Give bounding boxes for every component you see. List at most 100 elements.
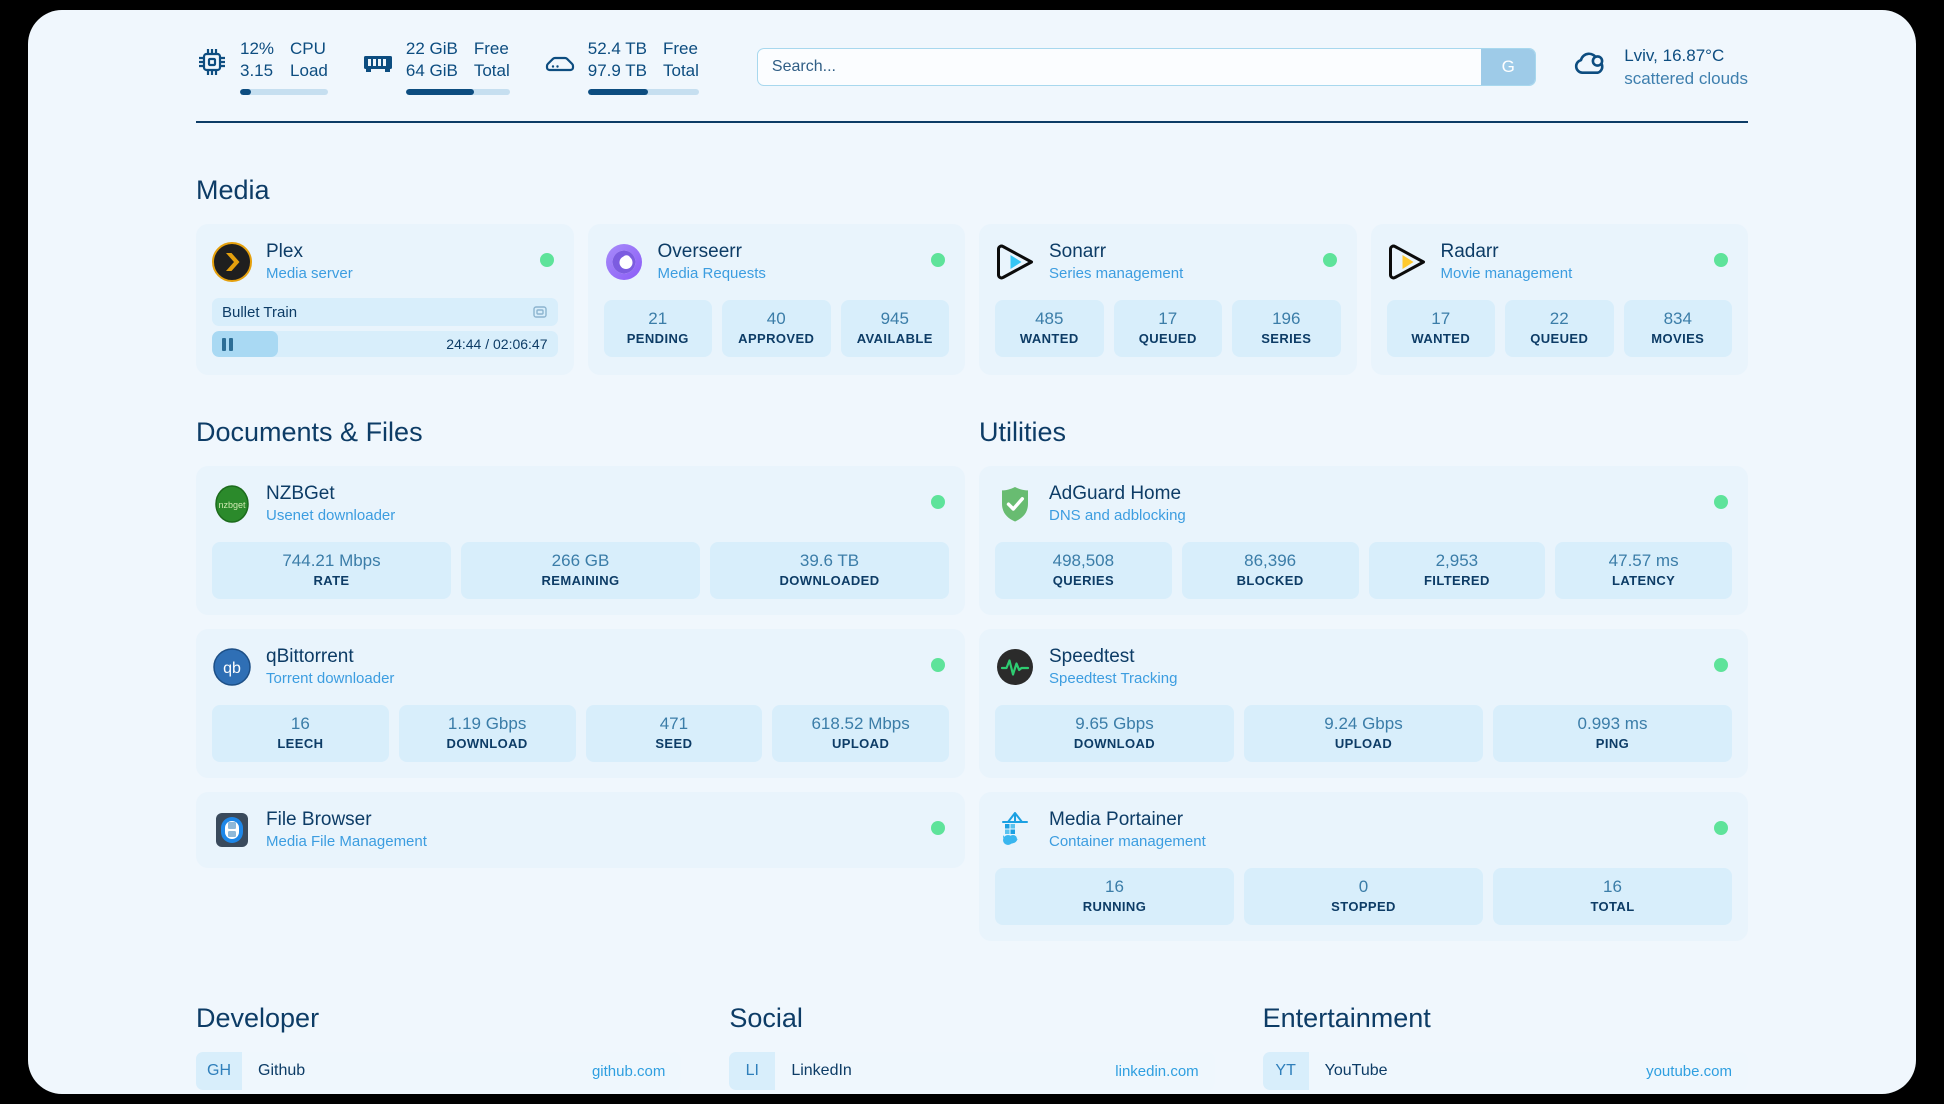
search-input[interactable]	[757, 48, 1482, 85]
stat-tile[interactable]: 16 TOTAL	[1493, 868, 1732, 925]
pause-icon[interactable]	[222, 337, 233, 351]
stat-value: 266 GB	[551, 551, 610, 570]
service-description: Speedtest Tracking	[1049, 670, 1178, 687]
stat-tile[interactable]: 0.993 ms PING	[1493, 705, 1732, 762]
utilities-card-stack: AdGuard Home DNS and adblocking 498,508 QUE…	[979, 466, 1748, 941]
stat-label: PENDING	[626, 331, 689, 346]
documents-card-stack: nzbget NZBGet Usenet downloader 744.21 Mbps…	[196, 466, 965, 868]
resource-label-primary: Free	[663, 39, 698, 58]
stat-value: 39.6 TB	[799, 551, 860, 570]
resource-label-secondary: Total	[663, 61, 699, 80]
stat-value: 9.24 Gbps	[1324, 714, 1403, 733]
bookmark-group-title: Developer	[196, 1003, 320, 1033]
stat-label: UPLOAD	[831, 736, 890, 751]
resource-value-secondary: 3.15	[240, 61, 274, 80]
stat-tile[interactable]: 16 LEECH	[212, 705, 389, 762]
service-name: qBittorrent	[266, 646, 354, 667]
stat-tile[interactable]: 9.24 Gbps UPLOAD	[1244, 705, 1483, 762]
stat-tile[interactable]: 485 WANTED	[995, 300, 1104, 357]
bookmark-link[interactable]: LI LinkedIn linkedin.com	[729, 1052, 1215, 1090]
stat-value: 17	[1158, 309, 1178, 328]
stat-tile[interactable]: 618.52 Mbps UPLOAD	[772, 705, 949, 762]
status-indicator-online	[1714, 253, 1728, 267]
media-player: Bullet Train 24:44 / 02:06:47	[212, 298, 558, 357]
stat-tile[interactable]: 16 RUNNING	[995, 868, 1234, 925]
service-card[interactable]: qb qBittorrent Torrent downloader 16 LEECH 1.…	[196, 629, 965, 778]
stat-label: LATENCY	[1612, 573, 1676, 588]
resource-label-primary: CPU	[290, 39, 326, 58]
stat-tile[interactable]: 196 SERIES	[1232, 300, 1341, 357]
sonarr-logo-icon	[995, 242, 1035, 282]
stat-tile[interactable]: 17 WANTED	[1386, 300, 1495, 357]
header-bar: 12% 3.15 CPU Load 22 GiB 64 GiB Free Total 52.4 …	[28, 10, 1916, 95]
stat-label: DOWNLOAD	[1073, 736, 1156, 751]
stat-tile[interactable]: 266 GB REMAINING	[461, 542, 700, 599]
stat-label: QUEUED	[1138, 331, 1197, 346]
stat-value: 485	[1035, 309, 1064, 328]
stat-value: 21	[648, 309, 668, 328]
stat-tile[interactable]: 47.57 ms LATENCY	[1555, 542, 1732, 599]
stat-tile[interactable]: 945 AVAILABLE	[840, 300, 949, 357]
stat-tile[interactable]: 834 MOVIES	[1623, 300, 1732, 357]
service-card[interactable]: AdGuard Home DNS and adblocking 498,508 QUE…	[979, 466, 1748, 615]
stat-tile[interactable]: 471 SEED	[585, 705, 763, 762]
radarr-logo-icon	[1387, 242, 1427, 282]
stat-tile[interactable]: 2,953 FILTERED	[1368, 542, 1546, 599]
bookmark-link[interactable]: GH Github github.com	[196, 1052, 682, 1090]
media-section: Media Plex Media server Bullet Train 24:44 …	[28, 175, 1916, 375]
stat-label: PING	[1595, 736, 1630, 751]
service-card[interactable]: Media Portainer Container management 16 RUN…	[979, 792, 1748, 941]
service-card[interactable]: Plex Media server Bullet Train 24:44 / 02:0…	[196, 224, 574, 375]
service-card[interactable]: File Browser Media File Management	[196, 792, 965, 868]
stat-tile[interactable]: 9.65 Gbps DOWNLOAD	[995, 705, 1234, 762]
plex-logo-icon	[212, 242, 252, 282]
stat-tile[interactable]: 0 STOPPED	[1244, 868, 1483, 925]
service-card[interactable]: nzbget NZBGet Usenet downloader 744.21 Mbps…	[196, 466, 965, 615]
stat-tile[interactable]: 21 PENDING	[603, 300, 712, 357]
service-card[interactable]: Sonarr Series management 485 WANTED 17 QUEUED…	[979, 224, 1357, 375]
status-indicator-online	[931, 495, 945, 509]
service-stats: 21 PENDING 40 APPROVED 945 AVAILABLE	[603, 300, 949, 357]
weather-location: Lviv, 16.87°C	[1624, 45, 1725, 65]
resource-widget-disk: 52.4 TB 97.9 TB Free Total	[544, 38, 699, 95]
bookmark-group: SocialLILinkedInlinkedin.comTWTwittertwi…	[729, 1003, 1215, 1094]
header-divider	[196, 121, 1748, 123]
resource-widgets: 12% 3.15 CPU Load 22 GiB 64 GiB Free Total 52.4 …	[196, 38, 733, 95]
stat-tile[interactable]: 40 APPROVED	[722, 300, 831, 357]
service-card[interactable]: Overseerr Media Requests 21 PENDING 40 APPROV…	[587, 224, 965, 375]
stat-label: FILTERED	[1423, 573, 1490, 588]
stat-value: 16	[1603, 877, 1622, 896]
stat-value: 618.52 Mbps	[811, 714, 910, 733]
stat-tile[interactable]: 86,396 BLOCKED	[1181, 542, 1359, 599]
documents-column: Documents & Files nzbget NZBGet Usenet dow…	[196, 417, 965, 941]
adguard-home-logo-icon	[995, 484, 1035, 524]
search-box[interactable]: G	[756, 47, 1537, 86]
service-stats: 9.65 Gbps DOWNLOAD 9.24 Gbps UPLOAD 0.993 ms…	[995, 705, 1732, 762]
playback-progress-bar[interactable]: 24:44 / 02:06:47	[212, 331, 558, 357]
service-description: Series management	[1049, 265, 1184, 282]
stat-label: RUNNING	[1082, 899, 1147, 914]
stat-tile[interactable]: 744.21 Mbps RATE	[212, 542, 451, 599]
stat-tile[interactable]: 22 QUEUED	[1505, 300, 1614, 357]
resource-label-primary: Free	[473, 39, 509, 58]
cast-icon[interactable]	[532, 304, 548, 320]
bookmark-abbreviation: GH	[196, 1052, 242, 1090]
resource-progress-bar	[587, 89, 699, 95]
service-description: Media File Management	[266, 833, 427, 850]
stat-tile[interactable]: 1.19 Gbps DOWNLOAD	[398, 705, 576, 762]
file-browser-logo-icon	[212, 810, 252, 850]
service-card-header: AdGuard Home DNS and adblocking	[995, 482, 1732, 526]
utilities-column: Utilities AdGuard Home DNS and adblocking…	[979, 417, 1748, 941]
stat-tile[interactable]: 39.6 TB DOWNLOADED	[710, 542, 949, 599]
service-card[interactable]: Radarr Movie management 17 WANTED 22 QUEUED 83…	[1370, 224, 1748, 375]
stat-tile[interactable]: 17 QUEUED	[1113, 300, 1222, 357]
cpu-icon	[196, 46, 228, 78]
search-provider-button[interactable]: G	[1481, 48, 1536, 85]
service-card[interactable]: Speedtest Speedtest Tracking 9.65 Gbps DOWN…	[979, 629, 1748, 778]
stat-tile[interactable]: 498,508 QUERIES	[995, 542, 1172, 599]
bookmark-link[interactable]: YT YouTube youtube.com	[1262, 1052, 1748, 1090]
status-indicator-online	[1714, 821, 1728, 835]
section-title-media: Media	[196, 175, 270, 205]
bookmark-url: github.com	[591, 1062, 666, 1080]
service-name: Speedtest	[1049, 646, 1135, 667]
